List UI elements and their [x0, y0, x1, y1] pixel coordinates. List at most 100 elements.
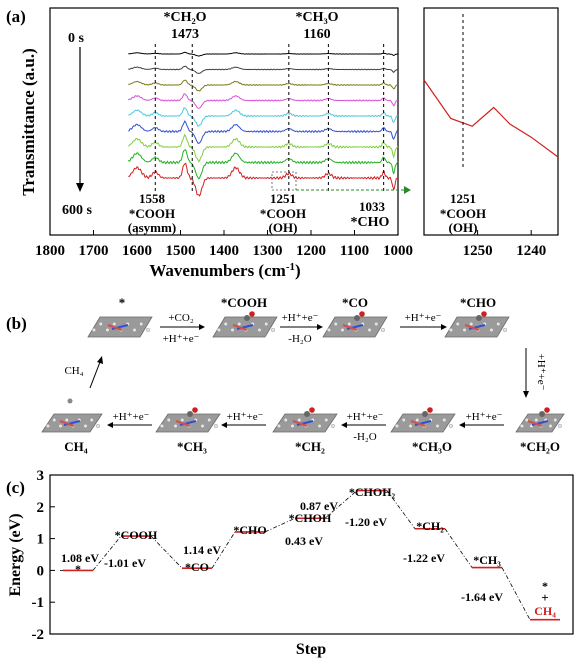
ftir-series-line: [128, 120, 399, 144]
arrow6-top: +H⁺+e⁻: [347, 411, 384, 423]
release-arrow-line: [89, 361, 101, 389]
step-label-9: CH₄: [64, 439, 88, 454]
zoom-connector-arrow: [404, 186, 411, 194]
ftir-x-tick-label: 1700: [79, 243, 109, 259]
time-start-label: 0 s: [68, 31, 85, 46]
energy-label-8: -1.64 eV: [461, 590, 503, 604]
level-label-5: *CHOH₂: [349, 485, 396, 499]
release-label: CH₄: [64, 365, 83, 377]
arrow2-head: [317, 324, 323, 330]
level-label-3: *CHO: [233, 523, 266, 537]
energy-y-tick-label: 2: [37, 500, 45, 516]
panel-c-label: (c): [6, 478, 25, 497]
arrow3-head: [441, 324, 447, 330]
arrow8-top: +H⁺+e⁻: [113, 411, 150, 423]
ftir-plot-frame: [49, 7, 399, 236]
ftir-series-line: [128, 133, 399, 163]
ftir-x-tick-label: 1500: [166, 243, 196, 259]
arrow6-bottom: -H₂O: [353, 431, 376, 443]
graphene-sheet: [272, 407, 338, 433]
energy-y-tick-label: 1: [37, 532, 45, 548]
energy-label-5: 0.87 eV: [300, 499, 338, 513]
ftir-x-tick-label: 1800: [35, 243, 65, 259]
peak-cho-value: 1033: [359, 199, 386, 214]
step-label-7: *CH₂: [295, 439, 325, 454]
arrow7-head: [221, 422, 227, 428]
ch4-molecule: [67, 398, 73, 404]
inset-plot-frame: [423, 7, 559, 236]
energy-y-tick-label: -2: [32, 627, 45, 643]
peak-cooh-asym-value: 1558: [139, 191, 166, 206]
arrow1-bottom: +H⁺+e⁻: [163, 333, 200, 345]
energy-y-ticks: -2 -1 0 1 2 3: [32, 468, 55, 643]
arrow4-side: +H⁺+e⁻: [535, 354, 547, 391]
step-label-6: *CH₃O: [412, 439, 452, 454]
energy-y-tick-label: 3: [37, 468, 45, 484]
level-label-8-plus: +: [541, 590, 548, 605]
adsorbate-structures: [41, 311, 565, 433]
ftir-x-tick-label: 1300: [253, 243, 283, 259]
peak-cooh-oh-mode: (OH): [269, 220, 298, 235]
ftir-series-line: [128, 65, 399, 74]
graphene-sheet: [212, 311, 278, 338]
time-arrow-head: [76, 183, 84, 192]
ftir-series-line: [128, 107, 399, 127]
step-label-1: *: [119, 295, 126, 310]
ftir-x-axis-label: Wavenumbers (cm-1): [149, 261, 300, 280]
panel-a-label: (a): [6, 7, 26, 26]
ftir-spectra: [127, 51, 399, 197]
energy-y-axis-label: Energy (eV): [7, 513, 24, 596]
peak-cooh-oh-species: *COOH: [260, 206, 306, 221]
energy-label-4: 0.43 eV: [285, 534, 323, 548]
ftir-y-axis-label: Transmittance (a.u.): [19, 48, 38, 195]
graphene-sheet: [515, 407, 565, 433]
inset-species: *COOH: [440, 206, 486, 221]
energy-y-tick-label: -1: [32, 595, 45, 611]
arrow6-head: [341, 422, 347, 428]
arrow7-top: +H⁺+e⁻: [227, 411, 264, 423]
energy-connector: [386, 490, 416, 529]
energy-connector: [211, 531, 236, 569]
inset-value: 1251: [450, 191, 476, 206]
inset-x-tick-label: 1240: [516, 243, 546, 259]
peak-ch2o-species: *CH₂O: [163, 10, 206, 25]
arrow5-top: +H⁺+e⁻: [466, 411, 503, 423]
level-label-0: *: [75, 562, 81, 576]
graphene-sheet: [155, 407, 221, 433]
arrow2-top: +H⁺+e⁻: [282, 312, 319, 324]
peak-ch3o-species: *CH₃O: [295, 10, 338, 25]
energy-label-6: -1.20 eV: [345, 515, 387, 529]
release-arrow-head: [97, 356, 103, 364]
graphene-sheet: [390, 407, 456, 433]
ftir-x-tick-label: 1000: [383, 243, 413, 259]
ftir-series-line: [127, 93, 399, 109]
graphene-sheet: [87, 316, 153, 338]
step-label-8: *CH₃: [177, 439, 207, 454]
ftir-series-line: [128, 51, 399, 57]
inset-mode: (OH): [449, 220, 478, 235]
step-label-2: *COOH: [221, 295, 267, 310]
graphene-sheet: [41, 413, 103, 433]
step-label-4: *CHO: [460, 295, 496, 310]
ftir-reference-lines: [154, 44, 385, 192]
energy-plot-frame: [49, 474, 574, 635]
inset-spectrum: [423, 79, 559, 158]
level-label-2: *CO: [185, 560, 209, 574]
arrow8-head: [107, 422, 113, 428]
peak-ch2o-value: 1473: [171, 27, 199, 42]
peak-cooh-oh-value: 1251: [270, 191, 296, 206]
ftir-x-ticks: 1800 1700 1600 1500 1400 1300 1200 1100 1000: [35, 230, 413, 259]
level-label-6: *CH₂: [416, 519, 444, 533]
energy-connector: [324, 490, 358, 519]
peak-ch3o-value: 1160: [303, 27, 330, 42]
energy-connector: [501, 567, 531, 620]
level-label-8: CH₄: [534, 604, 556, 618]
energy-label-2: -1.01 eV: [104, 556, 146, 570]
arrow2-bottom: -H₂O: [288, 333, 311, 345]
ftir-x-tick-label: 1200: [296, 243, 326, 259]
ftir-x-tick-label: 1600: [122, 243, 152, 259]
ftir-x-tick-label: 1400: [209, 243, 239, 259]
arrow5-head: [459, 422, 465, 428]
ftir-series-line: [128, 162, 398, 197]
energy-connector: [264, 517, 296, 533]
